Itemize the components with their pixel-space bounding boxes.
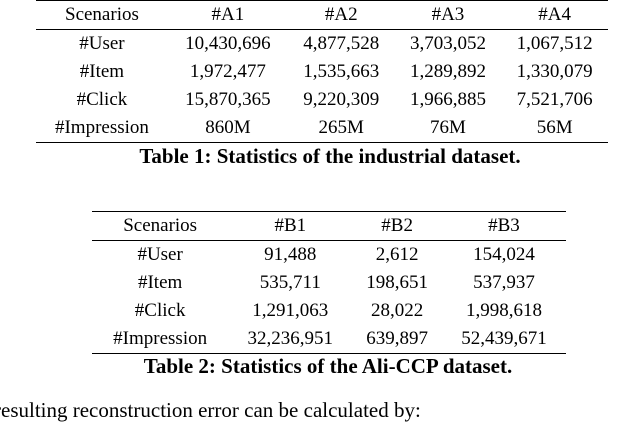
row-label: #Item [79, 61, 125, 82]
table-cell: 9,220,309 [303, 89, 380, 110]
table-cell: 15,870,365 [185, 89, 271, 110]
table-cell: 1,330,079 [516, 61, 593, 82]
table-cell: 265M [287, 114, 395, 143]
table-cell: 2,612 [375, 244, 419, 265]
body-text: resulting reconstruction error can be ca… [0, 398, 421, 422]
ali-ccp-dataset-table: Scenarios #B1 #B2 #B3 #User 91,488 2,612… [92, 211, 566, 354]
table-cell: 1,289,892 [409, 61, 486, 82]
table-cell: 7,521,706 [516, 89, 593, 110]
table-cell: 52,439,671 [441, 325, 566, 354]
row-label: #Impression [36, 114, 168, 143]
table-header-row: Scenarios #A1 #A2 #A3 #A4 [36, 0, 608, 30]
column-header: #A2 [287, 0, 395, 30]
table-cell: 537,937 [473, 272, 535, 293]
column-header: #B3 [441, 211, 566, 241]
row-label: #Click [134, 300, 186, 321]
row-label: #User [79, 33, 125, 54]
table-cell: 1,535,663 [303, 61, 380, 82]
table-cell: 76M [394, 114, 502, 143]
row-label: #User [137, 244, 183, 265]
table-row: #Impression 32,236,951 639,897 52,439,67… [92, 325, 566, 354]
table-row: #Click 1,291,063 28,022 1,998,618 [92, 297, 566, 325]
table-cell: 56M [501, 114, 608, 143]
table-row: #User 10,430,696 4,877,528 3,703,052 1,0… [36, 30, 608, 59]
table-cell: 198,651 [366, 272, 428, 293]
table-caption: Table 1: Statistics of the industrial da… [139, 144, 521, 168]
row-label: #Impression [92, 325, 229, 354]
table-cell: 32,236,951 [228, 325, 353, 354]
table-cell: 4,877,528 [303, 33, 380, 54]
table-cell: 639,897 [352, 325, 442, 354]
row-label: #Item [137, 272, 183, 293]
column-header: Scenarios [92, 211, 229, 241]
table-cell: 91,488 [264, 244, 317, 265]
table-cell: 535,711 [259, 272, 321, 293]
table-cell: 1,067,512 [516, 33, 593, 54]
table-row: #Click 15,870,365 9,220,309 1,966,885 7,… [36, 86, 608, 114]
table-cell: 28,022 [371, 300, 424, 321]
table-row: #Item 535,711 198,651 537,937 [92, 269, 566, 297]
table-cell: 860M [167, 114, 288, 143]
table-cell: 1,998,618 [465, 300, 542, 321]
table-caption: Table 2: Statistics of the Ali-CCP datas… [143, 354, 513, 378]
column-header: #A3 [394, 0, 502, 30]
table-cell: 154,024 [473, 244, 535, 265]
column-header: #B1 [228, 211, 353, 241]
column-header: #B2 [352, 211, 442, 241]
table-row: #Impression 860M 265M 76M 56M [36, 114, 608, 143]
column-header: Scenarios [36, 0, 168, 30]
column-header: #A4 [501, 0, 608, 30]
industrial-dataset-table: Scenarios #A1 #A2 #A3 #A4 #User 10,430,6… [36, 0, 608, 143]
table-row: #User 91,488 2,612 154,024 [92, 241, 566, 270]
table-row: #Item 1,972,477 1,535,663 1,289,892 1,33… [36, 58, 608, 86]
table-cell: 1,972,477 [189, 61, 266, 82]
table-cell: 10,430,696 [185, 33, 271, 54]
table-header-row: Scenarios #B1 #B2 #B3 [92, 211, 566, 241]
table-cell: 1,966,885 [409, 89, 486, 110]
row-label: #Click [76, 89, 128, 110]
table-cell: 1,291,063 [252, 300, 329, 321]
table-cell: 3,703,052 [409, 33, 486, 54]
column-header: #A1 [167, 0, 288, 30]
